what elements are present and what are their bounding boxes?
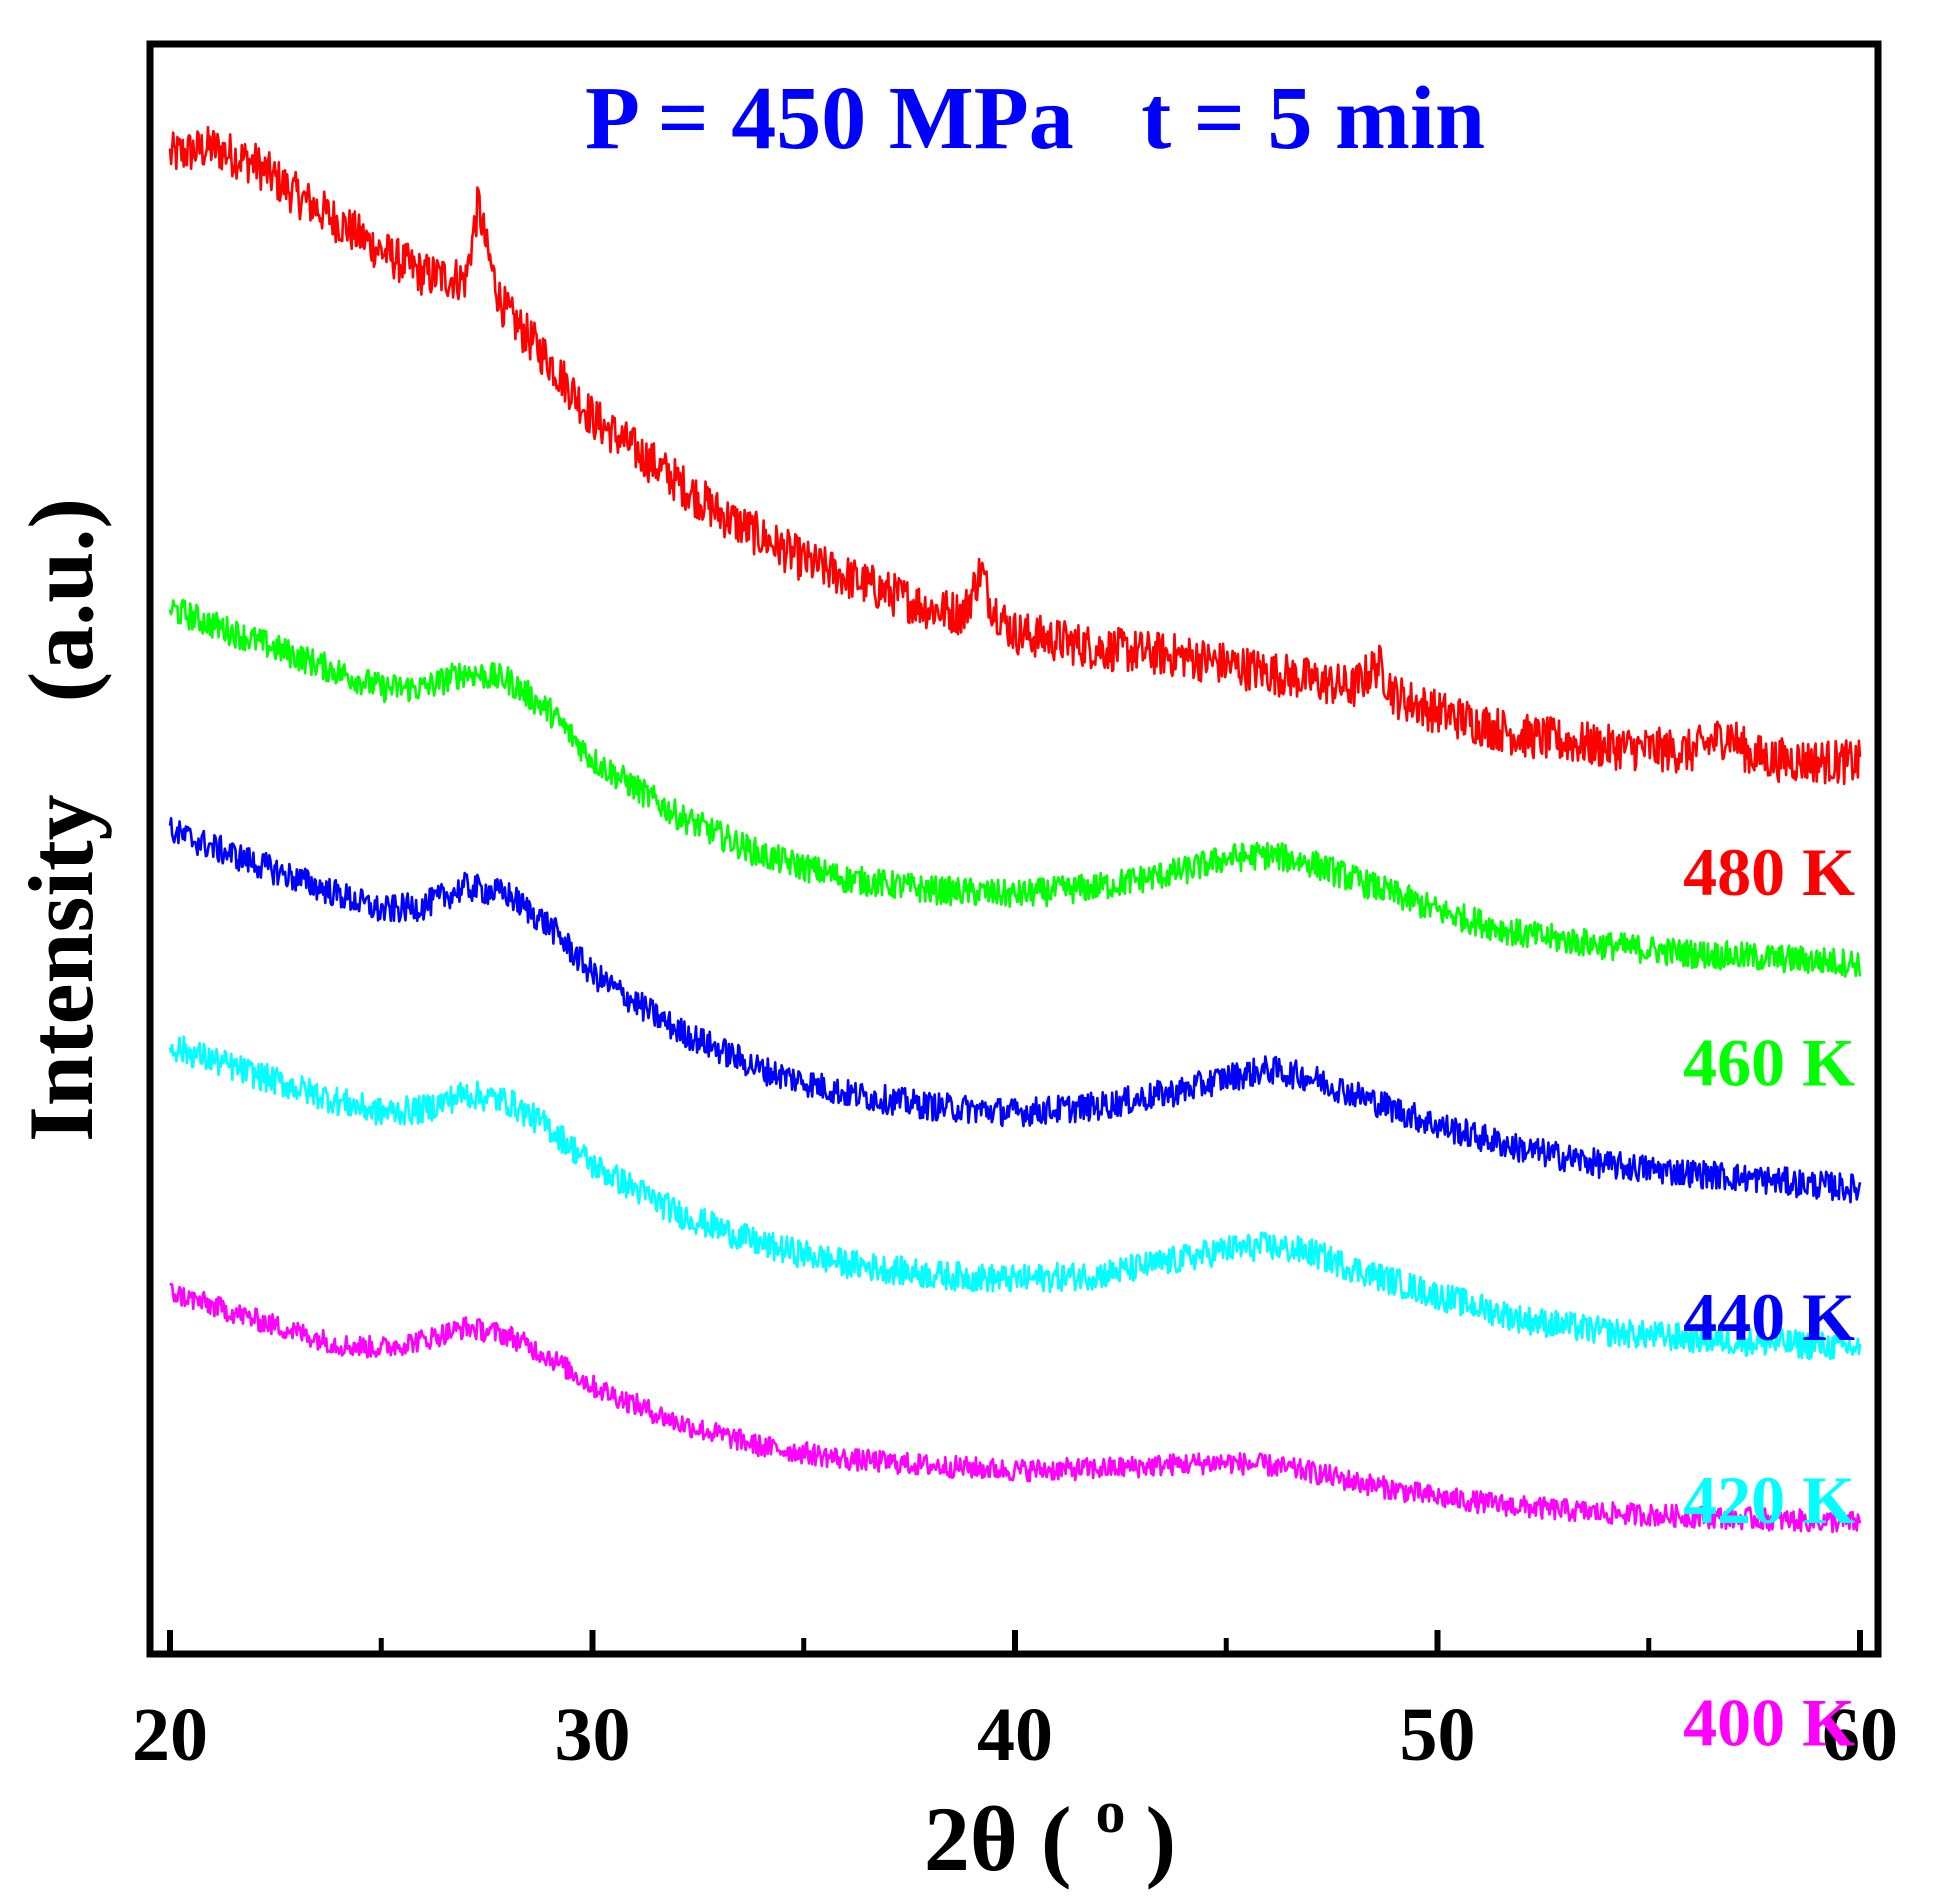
series-label-480k: 480 K [1683,834,1855,910]
chart-title: P = 450 MPa t = 5 min [585,69,1485,168]
x-axis-label-sup: o [1096,1779,1126,1845]
x-tick-label: 50 [1400,1693,1476,1777]
series-label-460k: 460 K [1683,1025,1855,1101]
x-tick-label: 60 [1822,1693,1898,1777]
series-label-440k: 440 K [1683,1279,1855,1355]
series-label-400k: 400 K [1683,1684,1855,1760]
series-line-400k [169,1282,1862,1534]
series-line-420k [168,1035,1862,1361]
labels-layer: 480 K 460 K 440 K 420 K 400 K [1683,834,1855,1761]
series-line-440k [168,816,1862,1204]
plot-frame [146,40,1882,1658]
x-axis-label-close: ) [1146,1788,1177,1890]
series-label-420k: 420 K [1683,1462,1855,1538]
x-tick-label: 20 [132,1693,208,1777]
x-axis-label: 2θ ( o) [924,1779,1176,1890]
series-line-480k [168,125,1862,786]
x-tick-label: 30 [555,1693,631,1777]
ticks-layer: 20 30 40 50 60 [132,1630,1898,1777]
series-layer [168,125,1862,1534]
y-axis-label: Intensity (a.u.) [10,498,112,1142]
x-axis-label-main: 2θ ( [924,1788,1072,1890]
series-line-460k [168,598,1862,978]
x-tick-label: 40 [977,1693,1053,1777]
